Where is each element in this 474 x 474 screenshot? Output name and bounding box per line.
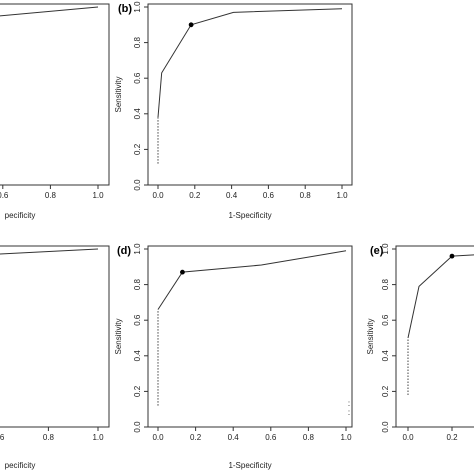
roc-panel-d: 0.0 0.2 0.4 0.6 0.8 1.0 0.0 0.2 0.4 0.6 0.8 1.0 1-Sp… <box>114 243 353 470</box>
y-tick-label: 1.0 <box>133 243 142 255</box>
x-axis-label: 1-Specificity <box>228 211 271 220</box>
roc-curve <box>407 254 474 339</box>
x-tick-label: 0.2 <box>189 191 201 200</box>
x-tick-label: 0.0 <box>152 191 164 200</box>
roc-curve <box>0 248 99 255</box>
y-axis-label: Sensitivity <box>366 318 375 354</box>
y-tick-label: 0.4 <box>133 108 142 120</box>
y-tick-label: 0.4 <box>133 350 142 362</box>
x-tick-label: 1.0 <box>336 191 348 200</box>
x-tick-label: 0.2 <box>446 433 458 442</box>
x-tick-label: 0.0 <box>402 433 414 442</box>
x-tick-label: 1.0 <box>92 191 104 200</box>
x-tick-label: 0.4 <box>226 191 238 200</box>
x-tick-label: 0.2 <box>190 433 202 442</box>
roc-panel-c: 0.6 0.8 1.0 pecificity <box>0 245 110 470</box>
plot-area <box>157 8 343 164</box>
x-tick-label: 0.8 <box>303 433 315 442</box>
panel-label: (e) <box>370 245 384 257</box>
y-tick-label: 0.6 <box>133 72 142 84</box>
y-tick-label: 0.6 <box>133 314 142 326</box>
y-tick-label: 0.0 <box>133 421 142 433</box>
y-tick-label: 1.0 <box>381 243 390 255</box>
roc-panel-a: 0.6 0.8 1.0 pecificity <box>0 3 110 220</box>
y-tick-label: 0.8 <box>133 278 142 290</box>
y-tick-label: 0.2 <box>381 385 390 397</box>
y-tick-label: 0.2 <box>133 143 142 155</box>
x-tick-label: 1.0 <box>340 433 352 442</box>
plot-frame <box>0 3 110 186</box>
y-tick-label: 0.0 <box>133 179 142 191</box>
optimal-cutoff-point <box>188 22 194 28</box>
x-axis-label: 1-Specificity <box>228 461 271 470</box>
roc-panel-e: 0.0 0.2 0.0 0.2 0.4 0.6 0.8 1.0 Sensitivity (e) <box>366 243 474 442</box>
y-tick-label: 0.8 <box>133 36 142 48</box>
plot-area <box>157 250 347 406</box>
x-tick-label: 1.0 <box>92 433 104 442</box>
x-tick-label: 0.6 <box>0 433 5 442</box>
y-axis-label: Sensitivity <box>114 76 123 112</box>
plot-frame <box>0 245 110 428</box>
x-tick-label: 0.4 <box>228 433 240 442</box>
x-tick-label: 0.6 <box>0 191 9 200</box>
x-tick-label: 0.8 <box>300 191 312 200</box>
x-tick-label: 0.0 <box>152 433 164 442</box>
x-tick-label: 0.8 <box>45 191 57 200</box>
panel-label: (b) <box>118 3 132 15</box>
y-tick-label: 0.2 <box>133 385 142 397</box>
panel-label: (d) <box>117 245 131 257</box>
y-axis-label: Sensitivity <box>114 318 123 354</box>
x-axis-label: pecificity <box>5 211 36 220</box>
optimal-cutoff-point <box>449 253 455 259</box>
stray-mark: : <box>348 399 350 408</box>
y-tick-label: 0.6 <box>381 314 390 326</box>
optimal-cutoff-point <box>180 269 185 275</box>
stray-mark: : <box>348 408 350 417</box>
y-tick-label: 0.8 <box>381 278 390 290</box>
plot-area <box>407 253 474 395</box>
y-tick-label: 0.0 <box>381 421 390 433</box>
roc-panel-b: 0.0 0.2 0.4 0.6 0.8 1.0 0.0 0.2 0.4 0.6 0.8 1.0 1-Sp… <box>114 1 353 220</box>
plot-frame <box>395 245 474 428</box>
plot-frame <box>147 245 353 428</box>
roc-curve <box>157 250 347 310</box>
y-tick-label: 0.4 <box>381 350 390 362</box>
x-tick-label: 0.6 <box>265 433 277 442</box>
x-tick-label: 0.6 <box>263 191 275 200</box>
x-axis-label: pecificity <box>5 461 36 470</box>
roc-curve <box>0 6 99 17</box>
plot-area <box>0 6 99 17</box>
plot-frame <box>147 3 353 186</box>
y-tick-label: 1.0 <box>133 1 142 13</box>
x-tick-label: 0.8 <box>43 433 55 442</box>
plot-area <box>0 248 99 255</box>
roc-curve <box>157 8 343 118</box>
